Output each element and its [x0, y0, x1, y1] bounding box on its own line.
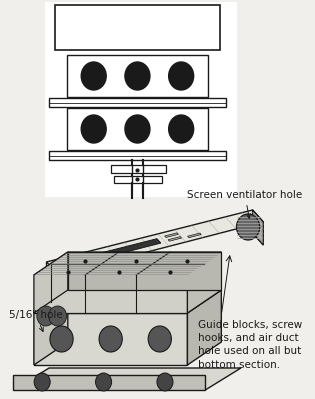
Polygon shape	[34, 252, 68, 313]
Circle shape	[81, 62, 106, 90]
Text: Screen ventilator hole: Screen ventilator hole	[187, 190, 303, 218]
Circle shape	[157, 373, 173, 391]
Polygon shape	[34, 275, 187, 313]
Circle shape	[95, 373, 112, 391]
Circle shape	[50, 326, 73, 352]
Bar	[55, 5, 220, 50]
Polygon shape	[253, 210, 263, 245]
Polygon shape	[46, 210, 263, 275]
Polygon shape	[13, 375, 205, 390]
Circle shape	[237, 214, 260, 240]
Bar	[67, 108, 208, 150]
Circle shape	[125, 62, 150, 90]
Polygon shape	[253, 210, 263, 245]
Polygon shape	[85, 259, 99, 264]
Polygon shape	[46, 262, 58, 282]
Text: 5/16" hole: 5/16" hole	[9, 310, 63, 332]
Circle shape	[148, 326, 171, 352]
Bar	[49, 98, 226, 107]
Circle shape	[169, 115, 194, 143]
Polygon shape	[34, 290, 68, 365]
Polygon shape	[101, 239, 161, 257]
Circle shape	[169, 62, 194, 90]
Circle shape	[99, 326, 122, 352]
Circle shape	[34, 373, 50, 391]
Polygon shape	[13, 368, 241, 390]
Text: J: J	[136, 65, 138, 71]
Bar	[45, 2, 237, 197]
Polygon shape	[187, 233, 201, 238]
Text: Guide blocks, screw
hooks, and air duct
hole used on all but
bottom section.: Guide blocks, screw hooks, and air duct …	[198, 320, 302, 369]
Bar	[67, 55, 208, 97]
Circle shape	[49, 306, 66, 326]
Polygon shape	[165, 233, 178, 237]
Polygon shape	[168, 237, 182, 241]
Polygon shape	[34, 313, 187, 365]
Bar	[49, 151, 226, 160]
Polygon shape	[34, 252, 221, 275]
Circle shape	[37, 306, 55, 326]
Bar	[111, 165, 166, 173]
Bar	[114, 176, 163, 183]
Polygon shape	[81, 255, 95, 260]
Circle shape	[81, 115, 106, 143]
Circle shape	[125, 115, 150, 143]
Polygon shape	[187, 290, 221, 365]
Polygon shape	[68, 252, 221, 290]
Polygon shape	[34, 290, 221, 313]
Text: J: J	[136, 117, 138, 123]
Polygon shape	[187, 252, 221, 313]
